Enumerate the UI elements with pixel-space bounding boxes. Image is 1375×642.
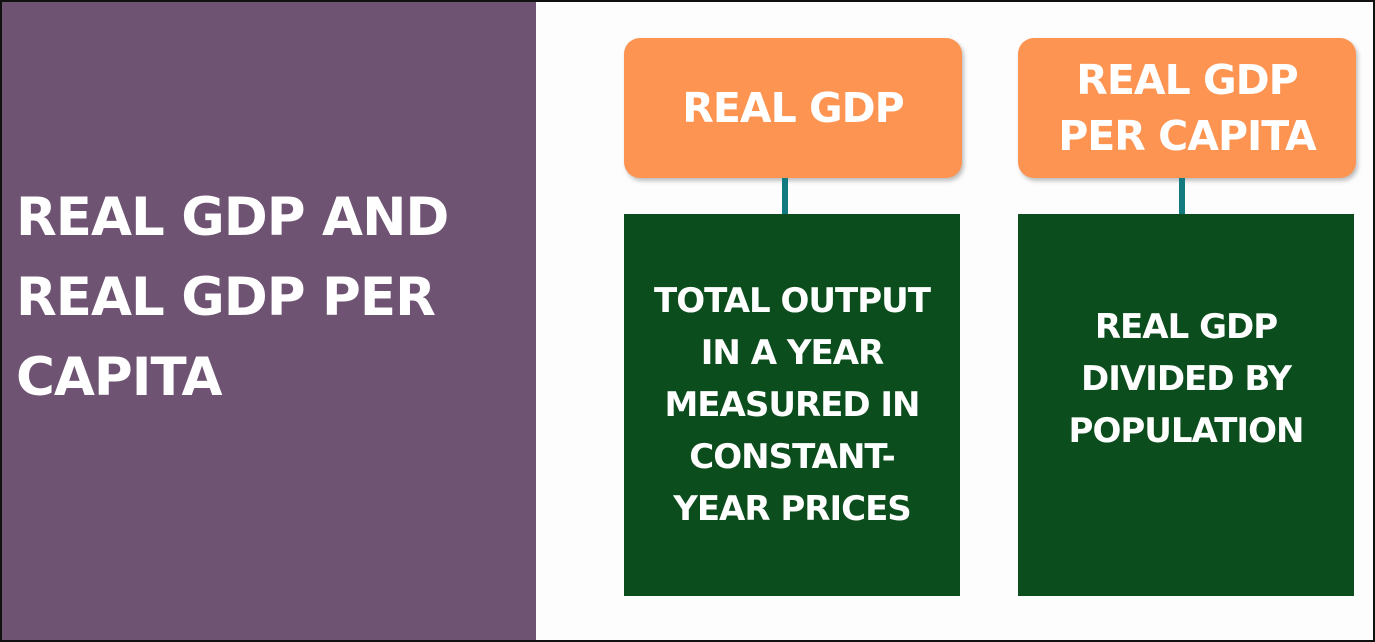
slide-title-line: REAL GDP AND [16,187,449,248]
definition-line: TOTAL OUTPUT [654,281,931,321]
real-gdp-heading-box: REAL GDP [624,38,962,178]
real-gdp-per-capita-heading-box: REAL GDP PER CAPITA [1018,38,1356,178]
definition-line: POPULATION [1068,411,1305,451]
title-panel: REAL GDP AND REAL GDP PER CAPITA [2,2,536,640]
real-gdp-per-capita-definition-box: REAL GDP DIVIDED BY POPULATION [1018,214,1354,596]
slide-title: REAL GDP AND REAL GDP PER CAPITA [16,178,526,418]
definition-line: REAL GDP [1094,307,1278,347]
slide-title-line: CAPITA [16,347,223,408]
heading-line: REAL GDP [1076,56,1298,104]
real-gdp-connector [782,178,788,216]
definition-line: YEAR PRICES [673,489,912,529]
definition-line: DIVIDED BY [1080,359,1292,399]
slide-title-line: REAL GDP PER [16,267,436,328]
definition-line: IN A YEAR [700,333,884,373]
real-gdp-per-capita-connector [1179,178,1185,216]
real-gdp-definition-box: TOTAL OUTPUT IN A YEAR MEASURED IN CONST… [624,214,960,596]
definition-line: MEASURED IN [664,385,920,425]
heading-line: PER CAPITA [1058,112,1317,160]
definition-line: CONSTANT- [689,437,895,477]
heading-line: REAL GDP [682,84,904,132]
